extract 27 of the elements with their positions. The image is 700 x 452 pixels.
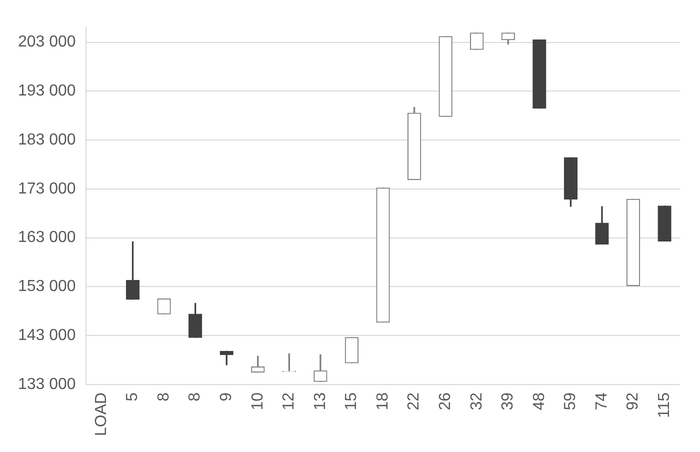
x-tick-label: 8: [155, 392, 172, 402]
x-tick-label: 48: [530, 392, 548, 410]
x-tick-label: 92: [624, 392, 642, 410]
x-tick-label: 5: [124, 392, 142, 402]
x-tick-label: LOAD: [92, 392, 110, 436]
x-tick-label: 9: [218, 392, 236, 402]
y-tick-label: 183 000: [18, 131, 76, 148]
x-tick-label: 8: [186, 392, 204, 402]
x-tick-label: 74: [593, 392, 610, 410]
x-tick-label: 39: [500, 392, 517, 410]
x-tick-label: 115: [656, 392, 673, 418]
y-tick-label: 173 000: [18, 180, 76, 198]
x-tick-label: 10: [249, 392, 266, 410]
x-tick-label: 32: [468, 392, 486, 410]
x-tick-label: 12: [280, 392, 298, 410]
x-tick-label: 22: [406, 392, 423, 410]
y-tick-label: 153 000: [18, 278, 76, 296]
x-tick-label: 59: [562, 392, 580, 410]
y-tick-label: 203 000: [18, 34, 76, 51]
y-tick-label: 133 000: [18, 376, 76, 393]
x-tick-label: 15: [343, 392, 360, 410]
x-tick-label: 18: [374, 392, 392, 410]
x-tick-label: 26: [436, 392, 454, 410]
x-tick-label: 13: [312, 392, 329, 410]
y-tick-label: 143 000: [18, 326, 76, 344]
y-tick-label: 193 000: [18, 82, 76, 100]
y-tick-label: 163 000: [18, 229, 76, 246]
